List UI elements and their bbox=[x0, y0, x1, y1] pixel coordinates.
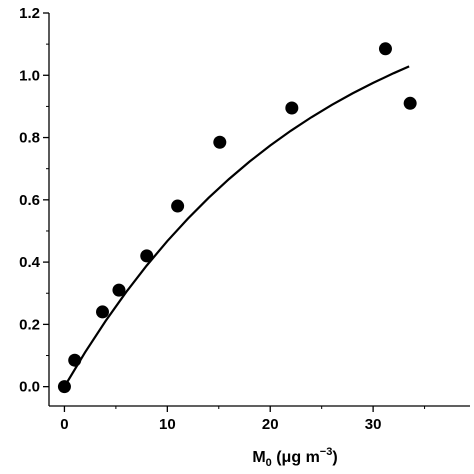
y-tick-label: 0.8 bbox=[19, 130, 40, 147]
x-axis-label-unit-open: (μg m bbox=[272, 449, 320, 466]
data-point bbox=[403, 96, 417, 110]
data-point bbox=[285, 101, 299, 115]
data-point bbox=[112, 283, 126, 297]
data-point bbox=[378, 42, 392, 56]
data-points bbox=[57, 42, 417, 394]
plot-frame bbox=[48, 13, 470, 407]
y-tick-label: 0.6 bbox=[19, 192, 40, 209]
data-point bbox=[57, 380, 71, 394]
x-tick-label: 30 bbox=[365, 416, 382, 433]
x-tick-label: 0 bbox=[60, 416, 68, 433]
x-axis-label-subscript: 0 bbox=[266, 457, 272, 469]
fit-curve-group bbox=[63, 65, 410, 388]
y-tick-label: 1.2 bbox=[19, 5, 40, 22]
x-axis-label-base: M bbox=[252, 449, 265, 466]
data-point bbox=[96, 305, 110, 319]
y-tick-label: 0.4 bbox=[19, 254, 41, 271]
x-axis-label-superscript: −3 bbox=[320, 446, 333, 458]
fit-curve-line bbox=[63, 65, 410, 388]
y-tick-label: 1.0 bbox=[19, 67, 40, 84]
x-axis: 0 10 20 30 bbox=[60, 406, 426, 433]
y-tick-label: 0.2 bbox=[19, 316, 40, 333]
y-tick-label: 0.0 bbox=[19, 379, 40, 396]
y-axis: 0.0 0.2 0.4 0.6 0.8 1.0 1.2 bbox=[19, 5, 49, 396]
x-tick-label: 10 bbox=[159, 416, 176, 433]
data-point bbox=[171, 199, 185, 213]
data-point bbox=[68, 353, 82, 367]
data-point bbox=[213, 135, 227, 149]
x-tick-label: 20 bbox=[262, 416, 279, 433]
x-axis-label: M0 (μg m−3) bbox=[252, 446, 337, 469]
data-point bbox=[140, 249, 154, 263]
x-axis-label-unit-close: ) bbox=[332, 449, 337, 466]
